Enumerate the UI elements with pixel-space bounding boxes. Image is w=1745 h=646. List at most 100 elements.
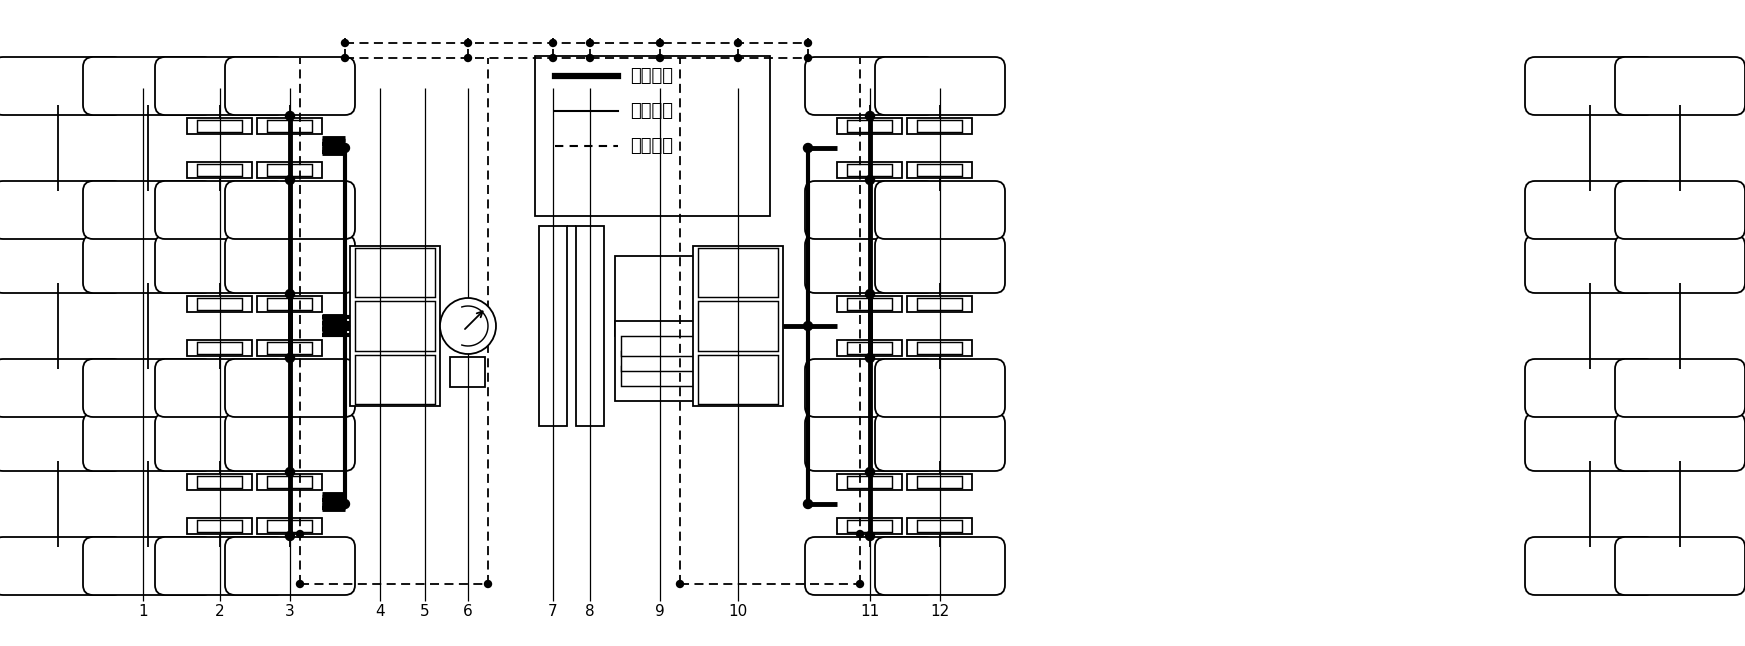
FancyBboxPatch shape xyxy=(1525,537,1654,595)
Bar xyxy=(197,520,243,532)
Circle shape xyxy=(340,322,349,331)
FancyBboxPatch shape xyxy=(804,359,935,417)
Circle shape xyxy=(342,54,349,61)
FancyBboxPatch shape xyxy=(874,413,1005,471)
Bar xyxy=(918,520,963,532)
Bar xyxy=(848,476,892,488)
Bar xyxy=(267,476,312,488)
Circle shape xyxy=(464,54,471,61)
Bar xyxy=(354,355,435,404)
FancyBboxPatch shape xyxy=(155,235,284,293)
Bar xyxy=(698,248,778,297)
Bar xyxy=(698,301,778,351)
Circle shape xyxy=(464,39,471,47)
FancyBboxPatch shape xyxy=(1525,413,1654,471)
Bar xyxy=(621,351,700,371)
Text: 8: 8 xyxy=(585,603,595,618)
FancyBboxPatch shape xyxy=(84,235,213,293)
FancyBboxPatch shape xyxy=(225,413,354,471)
Bar xyxy=(539,226,567,426)
Text: 5: 5 xyxy=(421,603,429,618)
FancyBboxPatch shape xyxy=(1616,537,1745,595)
FancyBboxPatch shape xyxy=(0,537,122,595)
Circle shape xyxy=(735,54,742,61)
Bar xyxy=(187,340,253,356)
FancyBboxPatch shape xyxy=(225,537,354,595)
Bar xyxy=(918,342,963,354)
Bar xyxy=(267,298,312,310)
Circle shape xyxy=(286,112,295,121)
FancyBboxPatch shape xyxy=(225,359,354,417)
Circle shape xyxy=(286,353,295,362)
Bar xyxy=(267,120,312,132)
Circle shape xyxy=(286,468,295,477)
Bar xyxy=(907,474,972,490)
Bar xyxy=(848,120,892,132)
Text: 液压传动: 液压传动 xyxy=(630,67,674,85)
Circle shape xyxy=(803,322,813,331)
FancyBboxPatch shape xyxy=(155,57,284,115)
Bar xyxy=(621,336,700,356)
Text: 10: 10 xyxy=(728,603,747,618)
FancyBboxPatch shape xyxy=(84,181,213,239)
Bar xyxy=(614,321,705,401)
FancyBboxPatch shape xyxy=(0,57,122,115)
Bar xyxy=(838,340,902,356)
Bar xyxy=(698,355,778,404)
Bar xyxy=(536,56,770,216)
Circle shape xyxy=(586,54,593,61)
Bar xyxy=(576,226,604,426)
FancyBboxPatch shape xyxy=(804,181,935,239)
Bar xyxy=(267,520,312,532)
Bar xyxy=(918,120,963,132)
FancyBboxPatch shape xyxy=(874,181,1005,239)
Bar xyxy=(907,518,972,534)
Circle shape xyxy=(340,499,349,508)
Circle shape xyxy=(803,499,813,508)
Text: 3: 3 xyxy=(284,603,295,618)
Text: 1: 1 xyxy=(138,603,148,618)
Text: 12: 12 xyxy=(930,603,949,618)
Text: 机械传动: 机械传动 xyxy=(630,102,674,120)
Circle shape xyxy=(586,39,593,47)
Bar xyxy=(258,296,323,312)
Circle shape xyxy=(440,298,496,354)
Text: 2: 2 xyxy=(215,603,225,618)
Bar xyxy=(838,118,902,134)
Bar xyxy=(621,366,700,386)
Circle shape xyxy=(866,112,874,121)
Bar xyxy=(187,296,253,312)
Bar xyxy=(197,120,243,132)
Bar xyxy=(907,340,972,356)
Bar xyxy=(258,340,323,356)
Circle shape xyxy=(342,39,349,47)
Text: 6: 6 xyxy=(462,603,473,618)
Bar xyxy=(187,518,253,534)
Text: 7: 7 xyxy=(548,603,558,618)
Circle shape xyxy=(656,39,663,47)
Bar xyxy=(693,246,784,406)
FancyBboxPatch shape xyxy=(0,181,122,239)
FancyBboxPatch shape xyxy=(0,235,122,293)
Text: 11: 11 xyxy=(860,603,879,618)
Bar xyxy=(258,162,323,178)
FancyBboxPatch shape xyxy=(225,181,354,239)
Bar xyxy=(354,248,435,297)
FancyBboxPatch shape xyxy=(804,57,935,115)
Circle shape xyxy=(866,289,874,298)
Circle shape xyxy=(735,39,742,47)
FancyBboxPatch shape xyxy=(155,359,284,417)
FancyBboxPatch shape xyxy=(874,359,1005,417)
FancyBboxPatch shape xyxy=(874,537,1005,595)
Bar xyxy=(907,162,972,178)
Bar xyxy=(187,162,253,178)
Bar xyxy=(258,518,323,534)
FancyBboxPatch shape xyxy=(1525,57,1654,115)
Bar xyxy=(267,164,312,176)
FancyBboxPatch shape xyxy=(84,359,213,417)
FancyBboxPatch shape xyxy=(1616,359,1745,417)
FancyBboxPatch shape xyxy=(1525,181,1654,239)
Circle shape xyxy=(866,532,874,541)
Circle shape xyxy=(340,143,349,152)
Bar xyxy=(614,256,705,336)
